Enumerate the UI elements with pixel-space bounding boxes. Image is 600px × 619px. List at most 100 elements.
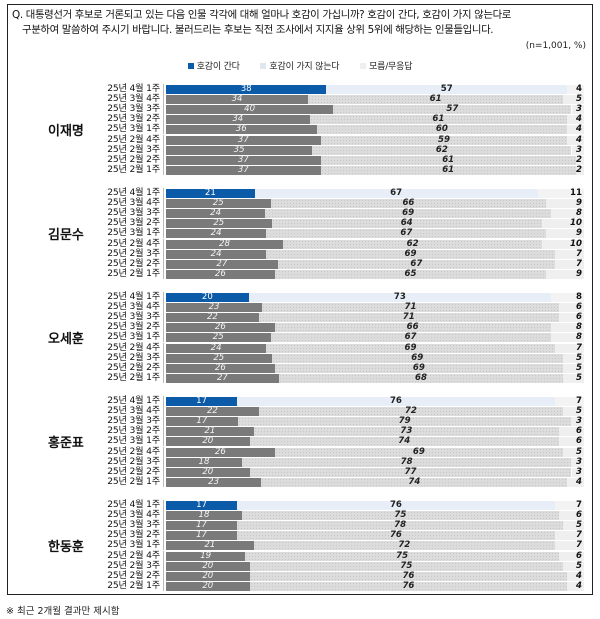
axis-tick xyxy=(163,510,166,521)
bar-positive: 26 xyxy=(166,363,275,373)
bar-negative: 76 xyxy=(237,397,555,406)
bar-positive: 18 xyxy=(166,511,242,521)
bar-negative: 74 xyxy=(249,437,559,447)
bar-unknown: 8 xyxy=(550,323,584,333)
axis-tick xyxy=(163,560,166,571)
axis-tick xyxy=(163,456,166,467)
axis-tick xyxy=(163,268,166,279)
bar-negative: 59 xyxy=(320,135,568,145)
axis-tick xyxy=(163,406,166,417)
axis-tick xyxy=(163,154,166,165)
bar-row: 25년 2월 3주 24 69 7 xyxy=(0,248,600,259)
period-label: 25년 2월 1주 xyxy=(107,163,160,175)
axis-tick xyxy=(163,312,166,323)
bar-row: 25년 3월 2주 34 61 4 xyxy=(0,113,600,125)
survey-question: Q. 대통령선거 후보로 거론되고 있는 다음 인물 각각에 대해 얼마나 호감… xyxy=(12,8,587,38)
bar-positive: 23 xyxy=(166,303,263,313)
bar-row: 25년 3월 1주 20 74 6 xyxy=(0,435,600,447)
axis-tick xyxy=(163,134,166,145)
axis-tick xyxy=(163,104,166,115)
bar-positive: 36 xyxy=(166,125,317,135)
axis-tick xyxy=(163,208,166,219)
bar-positive: 20 xyxy=(166,571,250,581)
bar-row: 25년 2월 4주 26 69 5 xyxy=(0,445,600,457)
bar-negative: 69 xyxy=(265,209,551,219)
bar-negative: 72 xyxy=(253,541,555,551)
bar-negative: 78 xyxy=(242,457,572,467)
bar-positive: 20 xyxy=(166,467,250,477)
bar-unknown: 7 xyxy=(555,259,584,269)
bar-positive: 17 xyxy=(166,501,238,510)
axis-tick xyxy=(163,198,166,209)
bar-positive: 21 xyxy=(166,541,254,551)
bar-negative: 76 xyxy=(249,571,568,581)
axis-tick xyxy=(163,426,166,437)
question-line-1: Q. 대통령선거 후보로 거론되고 있는 다음 인물 각각에 대해 얼마나 호감… xyxy=(12,9,511,21)
period-label: 25년 2월 4주 xyxy=(107,133,160,145)
period-label: 25년 3월 1주 xyxy=(107,123,160,135)
bar-positive: 20 xyxy=(166,561,250,571)
footnote: ※ 최근 2개월 결과만 제시함 xyxy=(6,606,120,617)
bar-negative: 69 xyxy=(274,363,564,373)
axis-tick xyxy=(163,114,166,125)
period-label: 25년 3월 1주 xyxy=(107,227,160,239)
bar-row: 25년 3월 1주 25 67 8 xyxy=(0,331,600,343)
bar-negative: 62 xyxy=(312,145,572,155)
bar-positive: 34 xyxy=(166,95,309,105)
bar-positive: 35 xyxy=(166,145,313,155)
period-label: 25년 3월 3주 xyxy=(107,311,160,323)
bar-row: 25년 2월 1주 23 74 4 xyxy=(0,476,600,487)
period-label: 25년 2월 3주 xyxy=(107,143,160,155)
bar-negative: 60 xyxy=(316,125,568,135)
bar-positive: 18 xyxy=(166,457,242,467)
period-label: 25년 4월 1주 xyxy=(107,395,160,406)
period-label: 25년 2월 3주 xyxy=(107,559,160,571)
bar-unknown: 6 xyxy=(558,511,584,521)
bar-positive: 24 xyxy=(166,249,267,259)
bar-unknown: 3 xyxy=(571,417,584,427)
chart-frame xyxy=(7,4,593,595)
bar-negative: 61 xyxy=(309,115,568,125)
bar-unknown: 10 xyxy=(541,219,584,229)
period-label: 25년 3월 4주 xyxy=(107,301,160,313)
period-label: 25년 3월 1주 xyxy=(107,539,160,551)
period-label: 25년 4월 1주 xyxy=(107,291,160,302)
bar-unknown: 8 xyxy=(550,209,584,219)
bar-row: 25년 2월 4주 19 75 6 xyxy=(0,550,600,561)
bar-negative: 68 xyxy=(278,373,564,383)
bar-unknown: 4 xyxy=(567,135,584,145)
bar-unknown: 2 xyxy=(575,164,584,175)
axis-tick xyxy=(163,302,166,313)
bar-positive: 25 xyxy=(166,199,271,209)
bar-row: 25년 4월 1주 21 67 11 xyxy=(0,187,600,198)
period-label: 25년 2월 2주 xyxy=(107,361,160,373)
bar-positive: 37 xyxy=(166,155,321,165)
bar-positive: 27 xyxy=(166,259,278,269)
sample-size-note: (n=1,001, %) xyxy=(525,41,586,51)
question-line-2: 구분하여 말씀하여 주시기 바랍니다. 불러드리는 후보는 직전 조사에서 지지… xyxy=(22,24,494,36)
bar-unknown: 6 xyxy=(558,313,584,323)
axis-tick xyxy=(163,416,166,427)
bar-row: 25년 2월 2주 37 61 2 xyxy=(0,153,600,165)
period-label: 25년 4월 1주 xyxy=(107,499,160,510)
candidate-name: 김문수 xyxy=(48,228,84,244)
bar-negative: 78 xyxy=(237,521,564,531)
axis-tick xyxy=(163,342,166,353)
bar-negative: 57 xyxy=(333,105,572,115)
period-label: 25년 2월 4주 xyxy=(107,445,160,457)
bar-row: 25년 3월 1주 36 60 4 xyxy=(0,123,600,135)
bar-row: 25년 3월 2주 21 73 6 xyxy=(0,425,600,437)
bar-row: 25년 2월 3주 35 62 3 xyxy=(0,143,600,155)
bar-positive: 26 xyxy=(166,269,275,279)
bar-row: 25년 3월 1주 21 72 7 xyxy=(0,539,600,551)
period-label: 25년 3월 2주 xyxy=(107,217,160,229)
bar-negative: 76 xyxy=(249,581,568,591)
bar-negative: 76 xyxy=(237,531,555,541)
axis-tick xyxy=(163,164,166,175)
candidate-name: 한동훈 xyxy=(48,540,84,556)
bar-positive: 38 xyxy=(166,85,327,94)
bar-positive: 26 xyxy=(166,323,275,333)
bar-row: 25년 3월 2주 25 64 10 xyxy=(0,217,600,229)
bar-positive: 37 xyxy=(166,165,321,175)
period-label: 25년 2월 2주 xyxy=(107,153,160,165)
